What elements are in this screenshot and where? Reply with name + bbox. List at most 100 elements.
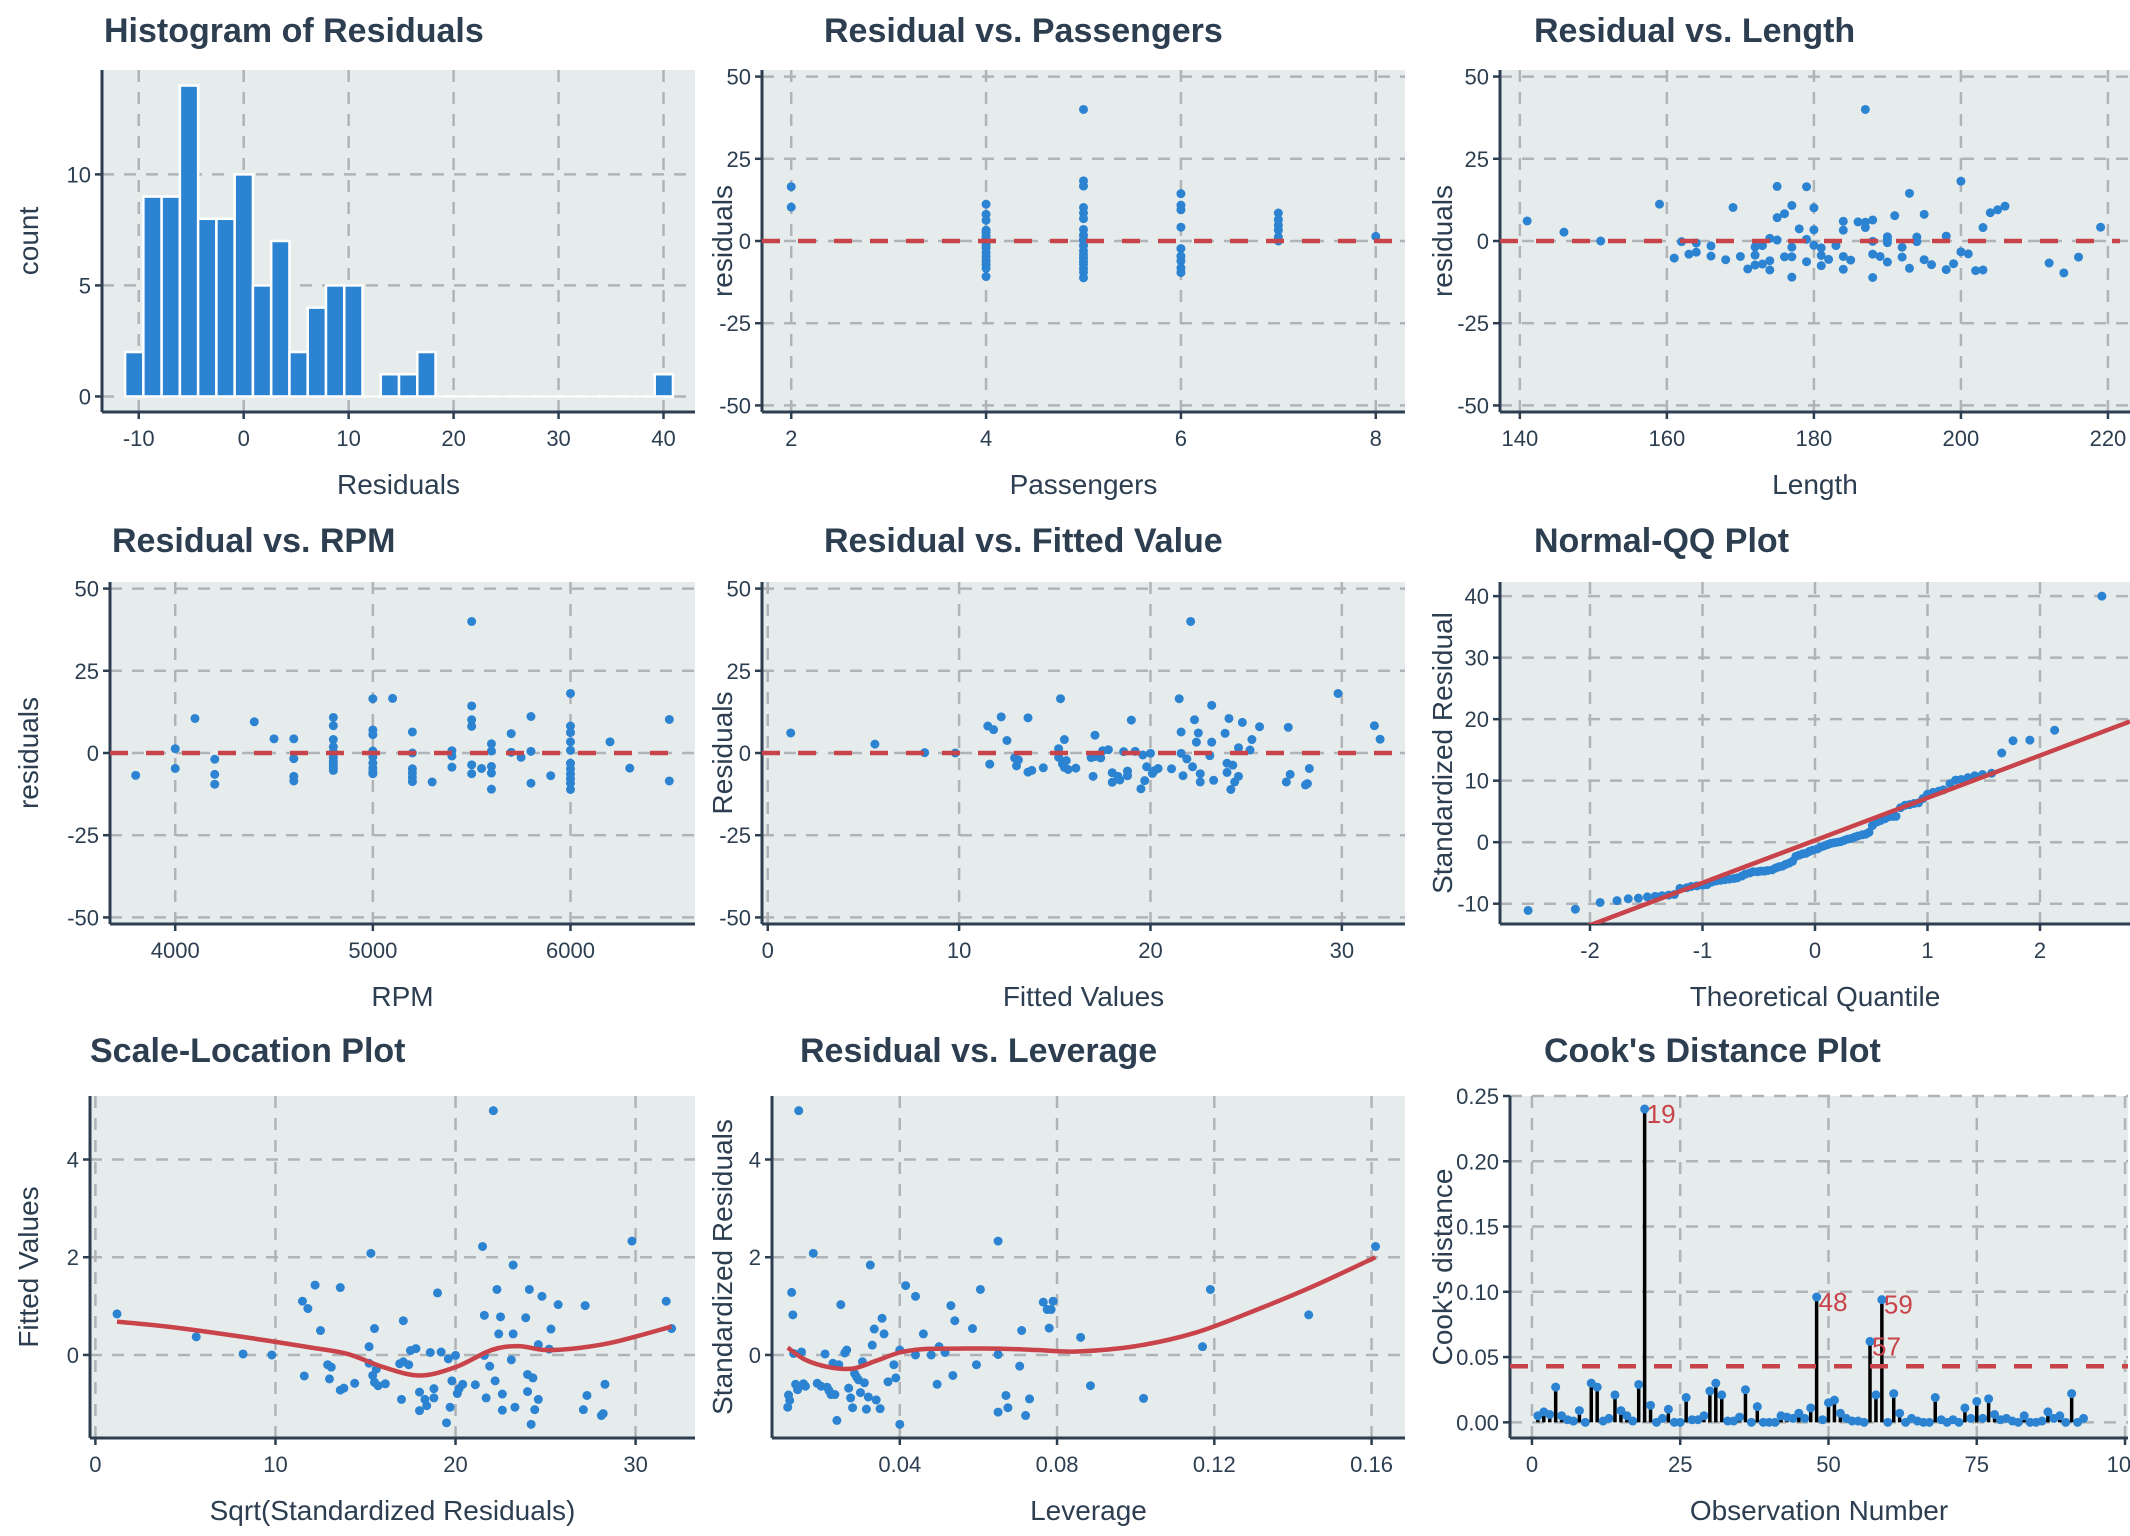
histogram-bar	[342, 284, 364, 398]
x-tick-label: 8	[1370, 426, 1382, 451]
scatter-point	[1997, 748, 2007, 758]
x-tick-label: 0	[1809, 938, 1821, 963]
scatter-point	[1772, 213, 1782, 223]
scatter-point	[1044, 1323, 1054, 1333]
scatter-point	[422, 1401, 432, 1411]
scatter-point	[447, 1376, 457, 1386]
scatter-point	[565, 758, 575, 768]
cooks-point	[1657, 1413, 1667, 1423]
scatter-point	[490, 1376, 500, 1386]
x-tick-label: 100	[2107, 1452, 2130, 1477]
y-axis-label: Cook's distance	[1427, 1169, 1458, 1366]
scatter-point	[1142, 762, 1152, 772]
scatter-point	[786, 182, 796, 192]
scatter-point	[530, 1405, 540, 1415]
x-tick-label: 20	[441, 426, 465, 451]
scatter-point	[981, 227, 991, 237]
panel-cooks-distance: Cook's Distance Plot 0 25 50 75 100 0.00 0.05 0.…	[1420, 1020, 2130, 1536]
scatter-point	[1140, 776, 1150, 786]
cooks-point	[1794, 1408, 1804, 1418]
cooks-annotation: 19	[1647, 1099, 1676, 1129]
scatter-point	[580, 1301, 590, 1311]
scatter-point	[1174, 694, 1184, 704]
scatter-point	[467, 721, 477, 731]
scatter-point	[1079, 235, 1088, 245]
histogram-bar	[196, 217, 218, 398]
scatter-point	[1523, 905, 1533, 915]
scatter-point	[565, 737, 575, 747]
y-tick-label: -25	[1457, 311, 1489, 336]
x-tick-label: 0	[762, 938, 774, 963]
cooks-point	[1818, 1415, 1828, 1425]
scatter-point	[950, 1316, 960, 1326]
scatter-point	[289, 754, 299, 764]
y-tick-label: 20	[1465, 707, 1489, 732]
scatter-point	[1079, 214, 1088, 224]
cooks-point	[1871, 1390, 1881, 1400]
scatter-point	[289, 734, 299, 744]
scatter-point	[1209, 775, 1219, 785]
x-tick-label: 20	[443, 1452, 467, 1477]
y-tick-label: 0	[1477, 229, 1489, 254]
x-axis-label: Sqrt(Standardized Residuals)	[210, 1495, 576, 1526]
scatter-point	[1875, 251, 1885, 261]
scatter-point	[879, 1329, 889, 1339]
scatter-point	[1176, 748, 1186, 758]
y-tick-label: 50	[727, 577, 751, 602]
scatter-point	[289, 776, 299, 786]
cooks-point	[1889, 1389, 1899, 1399]
x-tick-label: 4	[980, 426, 992, 451]
scatter-point	[1864, 827, 1874, 837]
scatter-point	[1079, 273, 1088, 283]
panel-residual-vs-rpm: Residual vs. RPM 4000 5000 6000 -50 -25 0 25 50 R…	[0, 510, 700, 1015]
scatter-point	[946, 1301, 956, 1311]
scatter-point	[786, 202, 796, 212]
y-tick-label: 50	[1465, 65, 1489, 90]
scatter-point	[1371, 231, 1381, 241]
scatter-point	[2050, 725, 2060, 735]
smooth-curve	[116, 1319, 673, 1378]
cooks-point	[1574, 1406, 1584, 1416]
gridlines	[772, 1096, 1405, 1438]
scatter-point	[1021, 1411, 1031, 1421]
scatter-point	[1757, 241, 1767, 251]
scatter-point	[1779, 252, 1789, 262]
cooks-point	[1646, 1400, 1656, 1410]
cooks-point	[1740, 1385, 1750, 1395]
y-tick-label: 25	[727, 659, 751, 684]
scatter-point	[870, 739, 880, 749]
y-tick-label: 0	[67, 1343, 79, 1368]
scatter-point	[1002, 736, 1012, 746]
y-tick-label: 0	[87, 741, 99, 766]
histogram-bar	[123, 350, 145, 398]
scatter-point	[1860, 223, 1870, 233]
scatter-point	[1669, 253, 1679, 263]
data-marks	[123, 84, 675, 398]
scatter-point	[1838, 251, 1848, 261]
scatter-point	[1023, 713, 1033, 723]
scatter-point	[985, 759, 995, 769]
scatter-point	[1963, 249, 1973, 259]
scatter-point	[443, 1354, 453, 1364]
scatter-point	[486, 761, 496, 771]
scatter-point	[800, 1381, 810, 1391]
y-tick-label: 0	[739, 229, 751, 254]
scatter-point	[497, 1389, 507, 1399]
scatter-point	[1059, 735, 1069, 745]
cooks-point	[1746, 1417, 1756, 1427]
cooks-point	[1681, 1393, 1691, 1403]
scatter-point	[310, 1280, 320, 1290]
scatter-point	[368, 694, 378, 704]
histogram-bar	[269, 239, 291, 398]
scatter-point	[328, 765, 338, 775]
cooks-point	[1545, 1410, 1555, 1420]
scatter-point	[1222, 767, 1232, 777]
scatter-point	[793, 1385, 803, 1395]
cooks-point	[2043, 1407, 2053, 1417]
cooks-point	[1711, 1378, 1721, 1388]
scatter-point	[788, 1310, 798, 1320]
y-tick-label: 4	[749, 1148, 761, 1173]
y-tick-label: 30	[1465, 646, 1489, 671]
cooks-point	[1616, 1406, 1626, 1416]
scatter-point	[911, 1291, 921, 1301]
